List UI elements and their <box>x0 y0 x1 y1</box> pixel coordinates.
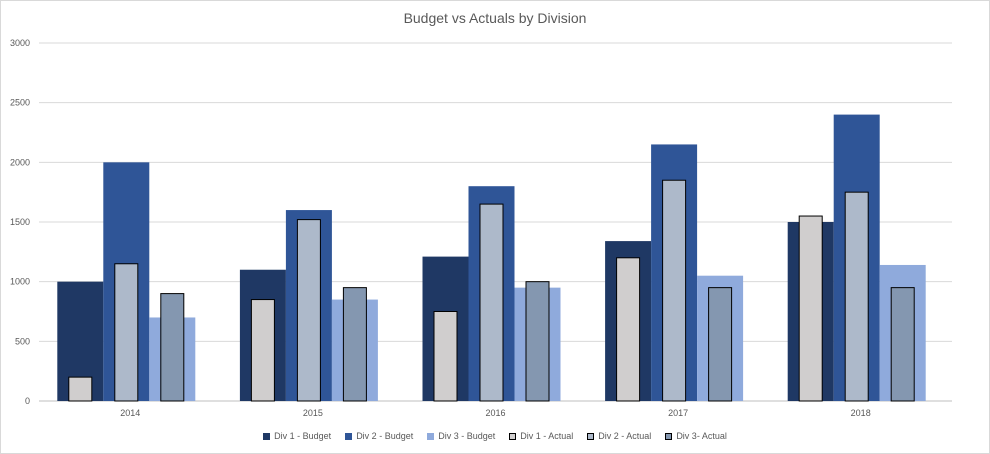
legend-swatch <box>665 432 673 440</box>
bar-div-1-actual <box>250 299 275 402</box>
x-tick-label: 2018 <box>851 408 871 418</box>
y-tick-label: 2500 <box>10 98 30 108</box>
bar-div-3-actual <box>708 287 733 402</box>
x-tick-label: 2016 <box>485 408 505 418</box>
y-tick-label: 0 <box>25 396 30 406</box>
bar-div-3-actual <box>525 281 550 402</box>
legend-swatch <box>587 432 595 440</box>
bar-div-2-actual <box>479 203 504 402</box>
bar-div-2-actual <box>662 179 687 402</box>
x-tick-label: 2014 <box>120 408 140 418</box>
y-tick-label: 3000 <box>10 38 30 48</box>
bar-div-3-actual <box>890 287 915 402</box>
legend-item: Div 2 - Actual <box>587 431 651 441</box>
legend-swatch <box>427 432 435 440</box>
legend-label: Div 3- Actual <box>676 431 727 441</box>
bar-div-3-actual <box>342 287 367 402</box>
legend-swatch <box>345 432 353 440</box>
legend-item: Div 3 - Budget <box>427 431 495 441</box>
bar-div-2-actual <box>114 263 139 402</box>
y-tick-label: 500 <box>15 336 30 346</box>
bar-div-1-actual <box>68 376 93 402</box>
legend-item: Div 1 - Actual <box>509 431 573 441</box>
legend-label: Div 2 - Actual <box>598 431 652 441</box>
legend-label: Div 1 - Actual <box>520 431 574 441</box>
legend-label: Div 2 - Budget <box>356 431 414 441</box>
legend-item: Div 2 - Budget <box>345 431 413 441</box>
bar-div-2-actual <box>296 219 321 402</box>
x-tick-label: 2017 <box>668 408 688 418</box>
legend-item: Div 1 - Budget <box>263 431 331 441</box>
bar-div-1-actual <box>616 257 641 402</box>
x-tick-label: 2015 <box>303 408 323 418</box>
legend-item: Div 3- Actual <box>665 431 727 441</box>
legend-swatch <box>509 432 517 440</box>
legend-label: Div 1 - Budget <box>274 431 332 441</box>
bar-div-1-actual <box>433 311 458 402</box>
legend-label: Div 3 - Budget <box>438 431 496 441</box>
chart-title: Budget vs Actuals by Division <box>403 10 587 26</box>
legend-swatch <box>263 432 271 440</box>
bar-div-1-actual <box>798 215 823 402</box>
y-tick-label: 2000 <box>10 157 30 167</box>
y-tick-label: 1500 <box>10 217 30 227</box>
chart-legend: Div 1 - Budget Div 2 - Budget Div 3 - Budg… <box>1 431 989 441</box>
y-tick-label: 1000 <box>10 277 30 287</box>
bar-div-3-actual <box>160 293 185 402</box>
bar-div-2-actual <box>844 191 869 402</box>
